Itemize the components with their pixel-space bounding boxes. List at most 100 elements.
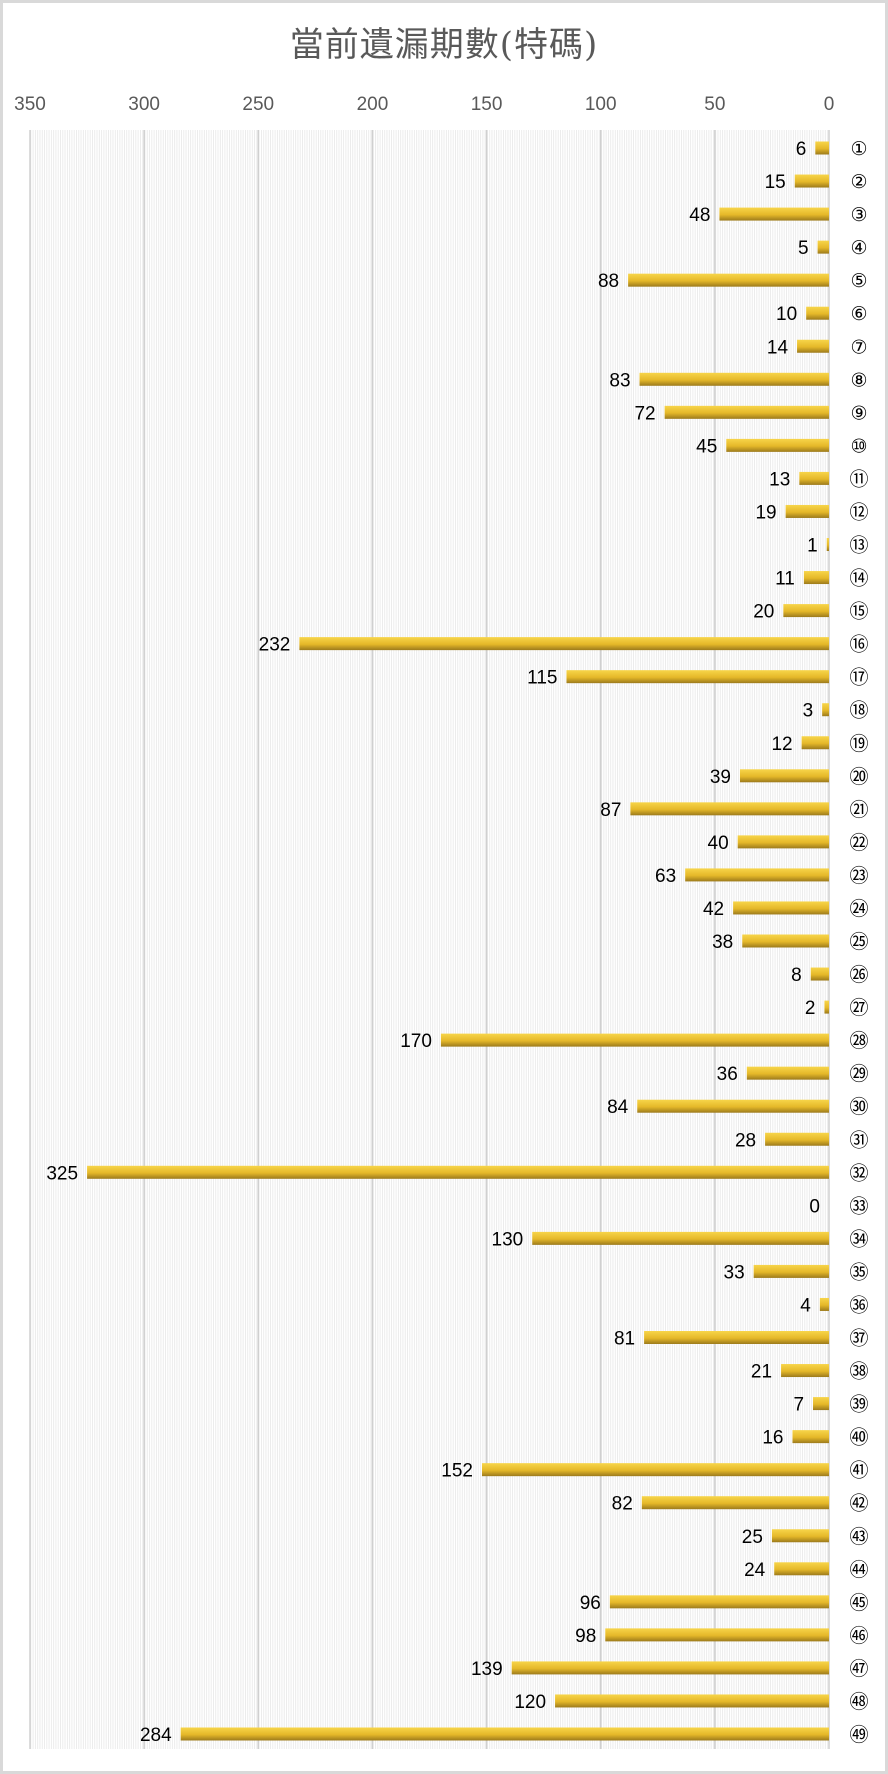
category-label: ⑯ — [849, 634, 868, 656]
data-label: 4 — [800, 1295, 811, 1316]
category-label: ㉓ — [849, 865, 868, 887]
data-label: 10 — [776, 304, 797, 325]
data-label: 284 — [140, 1725, 172, 1746]
data-label: 7 — [793, 1395, 804, 1416]
x-tick-label: 0 — [824, 94, 835, 115]
bar — [746, 1066, 829, 1080]
data-label: 14 — [767, 337, 789, 358]
bar — [801, 736, 829, 750]
data-label: 2 — [805, 998, 816, 1019]
category-label: ㊹ — [849, 1559, 868, 1581]
bar — [826, 538, 829, 551]
data-label: 82 — [612, 1494, 633, 1515]
category-label: ⑭ — [849, 568, 868, 590]
category-label: ㊳ — [849, 1361, 868, 1383]
category-label: ㉒ — [849, 832, 868, 854]
category-label: ㊶ — [849, 1460, 868, 1482]
bar — [765, 1132, 829, 1146]
data-label: 72 — [634, 403, 655, 424]
data-label: 8 — [791, 965, 802, 986]
category-label: ㊼ — [849, 1658, 868, 1680]
data-label: 11 — [775, 569, 795, 590]
category-label: ⑩ — [850, 435, 867, 457]
bar — [555, 1694, 829, 1708]
category-label: ㉕ — [849, 931, 868, 953]
data-label: 36 — [717, 1064, 738, 1085]
data-label: 13 — [769, 469, 790, 490]
category-label: ⑤ — [850, 270, 867, 292]
x-tick-label: 350 — [14, 94, 46, 115]
bar — [774, 1562, 829, 1576]
data-label: 3 — [803, 701, 814, 722]
bar — [822, 703, 829, 717]
data-label: 81 — [614, 1329, 635, 1350]
data-label: 12 — [771, 734, 792, 755]
category-label: ㉗ — [849, 997, 868, 1019]
category-label: ㉑ — [849, 799, 868, 821]
bar — [440, 1033, 829, 1047]
data-label: 28 — [735, 1130, 756, 1151]
bar — [817, 240, 829, 254]
bar — [771, 1529, 829, 1543]
minor-gridlines — [30, 130, 829, 1749]
data-label: 232 — [259, 635, 291, 656]
bar — [664, 405, 829, 419]
category-label: ⑥ — [850, 303, 867, 325]
bar — [739, 769, 829, 783]
bar — [87, 1165, 830, 1179]
category-label: ㊴ — [849, 1394, 868, 1416]
category-label: ⑱ — [849, 700, 868, 722]
category-label: ⑬ — [849, 535, 868, 557]
category-label: ⑧ — [850, 369, 867, 391]
data-label: 96 — [580, 1593, 601, 1614]
bar — [566, 670, 829, 684]
category-label: ② — [850, 171, 867, 193]
bar — [637, 1099, 829, 1113]
bar — [785, 504, 829, 518]
data-label: 98 — [575, 1626, 596, 1647]
bar — [733, 901, 829, 915]
data-label: 45 — [696, 436, 717, 457]
data-label: 88 — [598, 271, 619, 292]
chart-title: 當前遺漏期數(特碼) — [289, 25, 599, 65]
data-label: 24 — [744, 1560, 766, 1581]
category-label: ㊸ — [849, 1526, 868, 1548]
data-label: 48 — [689, 205, 710, 226]
bar — [726, 438, 829, 452]
bar — [799, 471, 829, 485]
category-label: ㉜ — [849, 1162, 868, 1184]
category-label: ㉟ — [849, 1261, 868, 1283]
bar — [819, 1297, 829, 1311]
category-label: ㉔ — [849, 898, 868, 920]
category-label: ㊽ — [849, 1691, 868, 1713]
bar — [794, 174, 829, 188]
category-label: ⑮ — [849, 601, 868, 623]
bar — [719, 207, 829, 221]
bar — [630, 802, 829, 816]
data-label: 19 — [755, 502, 776, 523]
category-label: ㉚ — [849, 1096, 868, 1118]
category-label: ㉖ — [849, 964, 868, 986]
bar — [628, 273, 829, 287]
data-label: 33 — [724, 1262, 745, 1283]
category-label: ⑦ — [850, 336, 867, 358]
category-label: ⑲ — [849, 733, 868, 755]
category-label: ⑳ — [849, 766, 868, 788]
bar — [783, 604, 829, 618]
category-label: ④ — [850, 237, 867, 259]
bar — [299, 637, 829, 651]
category-label: ⑰ — [849, 667, 868, 689]
bar — [781, 1364, 829, 1378]
bar — [742, 934, 829, 948]
x-tick-label: 200 — [357, 94, 389, 115]
bar — [605, 1628, 829, 1642]
bar — [797, 339, 829, 353]
data-label: 5 — [798, 238, 809, 259]
x-tick-label: 250 — [242, 94, 274, 115]
data-label: 42 — [703, 899, 724, 920]
category-label: ㊻ — [849, 1625, 868, 1647]
category-label: ㊷ — [849, 1493, 868, 1515]
bar — [737, 835, 829, 849]
bar — [639, 372, 829, 386]
bar — [803, 571, 829, 585]
